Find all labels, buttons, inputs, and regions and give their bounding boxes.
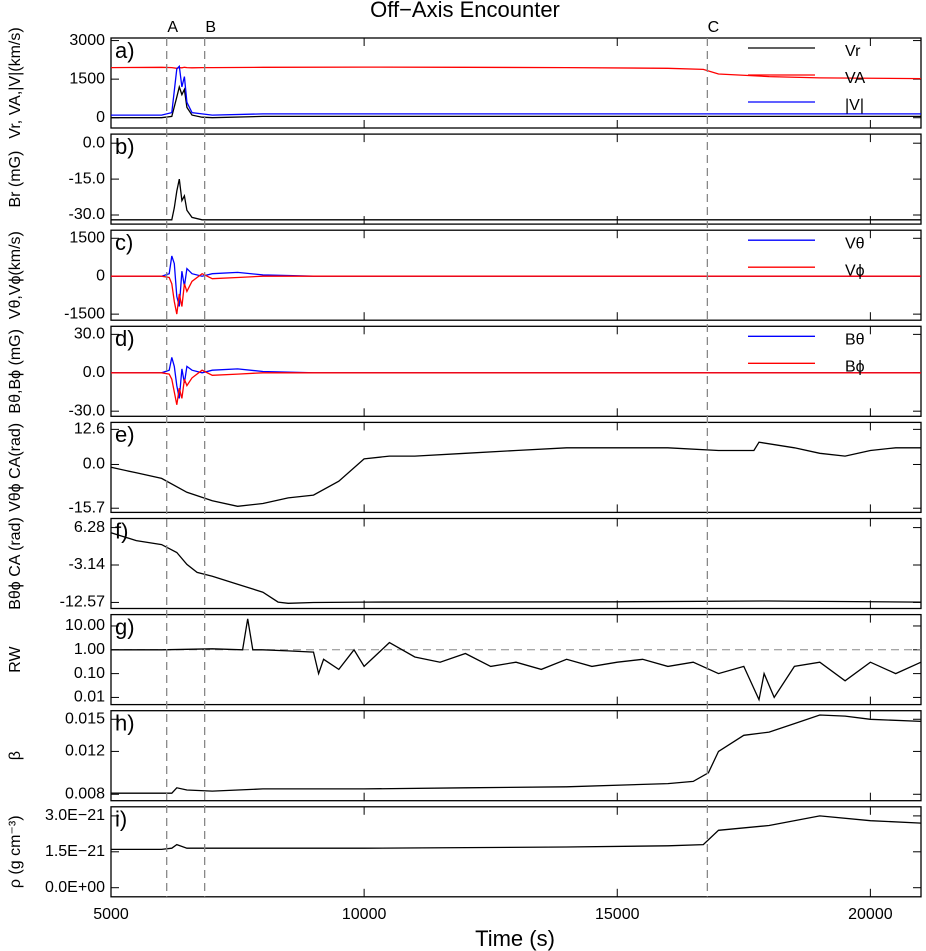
legend-label: Vr (845, 43, 861, 60)
legend-label: Bθ (845, 332, 865, 349)
y-axis-label: Br (mG) (7, 151, 24, 208)
y-tick-label: 6.28 (74, 519, 105, 536)
y-tick-label: 3000 (69, 32, 105, 49)
series-line (111, 84, 921, 119)
x-tick-label: 5000 (93, 906, 129, 923)
y-axis-label: ρ (g cm⁻³) (7, 815, 24, 888)
y-tick-label: -30.0 (69, 206, 106, 223)
series-line (110, 532, 922, 604)
panel-frame (110, 133, 922, 225)
legend-label: Bϕ (845, 359, 865, 376)
series-line (111, 369, 921, 405)
panel-frame (110, 229, 922, 321)
series-line (111, 178, 921, 221)
y-axis-label: Vθ,Vϕ(km/s) (7, 231, 24, 319)
y-tick-label: -30.0 (69, 402, 106, 419)
y-tick-label: 0 (96, 267, 105, 284)
event-label: C (708, 19, 720, 36)
panel-frame (110, 37, 922, 129)
y-tick-label: 0 (96, 109, 105, 126)
y-axis-label: Bθϕ CA (rad) (7, 517, 24, 610)
y-tick-label: 0.0 (83, 456, 105, 473)
event-label: A (167, 19, 178, 36)
series-line (111, 64, 921, 116)
figure-title: Off−Axis Encounter (370, 0, 560, 22)
panel-label: a) (115, 38, 135, 63)
panel-label: d) (115, 326, 135, 351)
y-tick-label: -15.7 (69, 499, 106, 516)
y-axis-label: β (7, 751, 24, 760)
y-tick-label: 3.0E−21 (45, 807, 105, 824)
y-tick-label: 30.0 (74, 326, 105, 343)
x-tick-label: 20000 (848, 906, 893, 923)
x-tick-label: 10000 (342, 906, 387, 923)
x-axis-label: Time (s) (475, 926, 555, 951)
legend-label: Vϕ (845, 262, 865, 279)
panel-label: g) (115, 614, 135, 639)
y-tick-label: 1.00 (74, 641, 105, 658)
y-tick-label: 1.5E−21 (45, 843, 105, 860)
y-tick-label: -15.0 (69, 170, 106, 187)
y-tick-label: -3.14 (69, 556, 106, 573)
legend-label: VA (845, 70, 865, 87)
panel-frame (110, 325, 922, 417)
series-line (111, 618, 922, 702)
y-tick-label: 10.00 (65, 617, 105, 634)
panel-frame (110, 517, 922, 610)
y-tick-label: 0.10 (74, 665, 105, 682)
y-axis-label: Vθϕ CA(rad) (7, 423, 24, 512)
y-tick-label: 0.0E+00 (45, 879, 105, 896)
y-tick-label: 0.0 (83, 134, 105, 151)
panel-label: f) (115, 518, 128, 543)
y-axis-label: RW (7, 646, 24, 673)
panel-label: i) (115, 807, 127, 832)
panel-label: b) (115, 134, 135, 159)
y-tick-label: 0.01 (74, 689, 105, 706)
series-line (111, 714, 922, 794)
series-line (111, 255, 921, 307)
y-tick-label: 0.008 (65, 785, 105, 802)
y-tick-label: 0.012 (65, 743, 105, 760)
y-tick-label: -1500 (64, 305, 105, 322)
series-line (110, 66, 922, 80)
series-line (111, 272, 921, 315)
legend-label: Vθ (845, 235, 865, 252)
event-label: B (205, 19, 216, 36)
panel-label: e) (115, 422, 135, 447)
y-tick-label: 1500 (69, 230, 105, 247)
panel-frame (110, 710, 922, 802)
panel-frame (110, 421, 922, 514)
y-tick-label: 0.015 (65, 710, 105, 727)
x-tick-label: 15000 (595, 906, 640, 923)
panel-frame (110, 613, 922, 706)
y-axis-label: Vr, VA,|V|(km/s) (7, 27, 24, 138)
y-tick-label: 1500 (69, 70, 105, 87)
y-axis-label: Bθ,Bϕ (mG) (7, 329, 24, 414)
y-tick-label: -12.57 (60, 594, 105, 611)
legend-label: |V| (845, 97, 864, 114)
series-line (111, 815, 922, 851)
series-line (110, 441, 921, 507)
y-tick-label: 0.0 (83, 364, 105, 381)
panel-label: c) (115, 230, 133, 255)
panel-label: h) (115, 711, 135, 736)
y-tick-label: 12.6 (74, 421, 105, 438)
